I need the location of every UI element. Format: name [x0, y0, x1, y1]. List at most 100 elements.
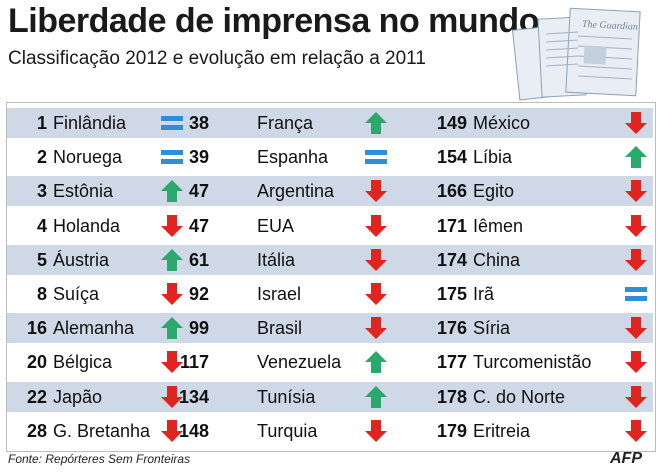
rank-number: 28 [26, 420, 47, 441]
arrow-down-icon [623, 246, 649, 274]
arrow-down-icon [623, 348, 649, 376]
country-name: Alemanha [53, 318, 135, 339]
rank-number: 134 [178, 386, 209, 407]
arrow-up-icon [363, 109, 389, 137]
rank-number: 47 [188, 181, 209, 202]
rank-number: 174 [436, 249, 467, 270]
country-name: Egito [473, 181, 515, 202]
source-note: Fonte: Repórteres Sem Fronteiras [8, 452, 191, 466]
arrow-up-icon [159, 314, 185, 342]
country-name: Argentina [257, 181, 335, 202]
country-name: Turcomenistão [473, 352, 592, 373]
table-row: 1 Finlândia 38 França 149 México [7, 108, 653, 138]
newspaper-masthead: The Guardian [582, 19, 639, 33]
country-name: Tunísia [257, 386, 316, 407]
arrow-down-icon [159, 417, 185, 445]
rank-number: 2 [36, 147, 47, 168]
country-name: G. Bretanha [53, 420, 151, 441]
country-name: Eritreia [473, 420, 531, 441]
rank-number: 99 [188, 318, 209, 339]
country-name: Venezuela [257, 352, 342, 373]
country-name: Líbia [473, 147, 513, 168]
table-row: 2 Noruega 39 Espanha 154 Líbia [7, 142, 653, 172]
rank-number: 166 [436, 181, 467, 202]
rank-number: 92 [188, 284, 209, 304]
table-row: 28 G. Bretanha 148 Turquia 179 Eritreia [7, 416, 653, 446]
rank-number: 148 [178, 420, 209, 441]
country-name: Iêmen [473, 215, 524, 236]
table-row: 3 Estônia 47 Argentina 166 Egito [7, 176, 653, 207]
equal-icon [363, 143, 389, 171]
rank-number: 38 [188, 113, 209, 133]
arrow-up-icon [159, 177, 185, 205]
country-name: França [257, 113, 314, 133]
rank-number: 171 [436, 215, 467, 236]
arrow-down-icon [363, 177, 389, 205]
rank-number: 47 [188, 215, 209, 236]
arrow-down-icon [623, 177, 649, 205]
country-name: Irã [473, 284, 495, 304]
page-subtitle: Classificação 2012 e evolução em relação… [8, 48, 426, 69]
arrow-down-icon [159, 280, 185, 308]
rank-number: 154 [436, 147, 467, 168]
arrow-down-icon [159, 212, 185, 240]
equal-icon [159, 109, 185, 137]
country-name: EUA [257, 215, 295, 236]
arrow-down-icon [363, 212, 389, 240]
rank-number: 117 [179, 352, 209, 373]
rank-number: 175 [436, 284, 467, 304]
table-row: 16 Alemanha 99 Brasil 176 Síria [7, 313, 653, 344]
rank-number: 179 [436, 420, 467, 441]
arrow-down-icon [623, 417, 649, 445]
country-name: C. do Norte [473, 386, 566, 407]
rank-number: 177 [436, 352, 467, 373]
country-name: Estônia [53, 181, 114, 202]
table-row: 4 Holanda 47 EUA 171 Iêmen [7, 211, 653, 241]
arrow-down-icon [623, 383, 649, 411]
arrow-up-icon [623, 143, 649, 171]
newspapers-illustration: The Guardian [512, 7, 641, 101]
country-name: Síria [473, 318, 511, 339]
country-name: Israel [257, 284, 302, 304]
arrow-down-icon [159, 348, 185, 376]
rank-number: 20 [26, 352, 47, 373]
rank-number: 5 [36, 249, 47, 270]
arrow-up-icon [159, 246, 185, 274]
rank-number: 22 [26, 386, 47, 407]
page-title: Liberdade de imprensa no mundo [8, 2, 539, 40]
arrow-down-icon [623, 212, 649, 240]
country-name: Japão [53, 386, 103, 407]
rank-number: 8 [36, 284, 47, 304]
rank-number: 16 [26, 318, 47, 339]
country-name: México [473, 113, 531, 133]
country-name: China [473, 249, 521, 270]
rank-number: 178 [436, 386, 467, 407]
country-name: Suíça [53, 284, 100, 304]
arrow-down-icon [623, 314, 649, 342]
rank-number: 61 [188, 249, 209, 270]
rank-number: 39 [188, 147, 209, 168]
rank-number: 1 [36, 113, 47, 133]
country-name: Finlândia [53, 113, 127, 133]
rank-number: 176 [436, 318, 467, 339]
arrow-up-icon [363, 348, 389, 376]
arrow-down-icon [363, 246, 389, 274]
arrow-down-icon [363, 280, 389, 308]
arrow-up-icon [363, 383, 389, 411]
table-row: 22 Japão 134 Tunísia 178 C. do Norte [7, 381, 653, 412]
table-row: 8 Suíça 92 Israel 175 Irã [7, 279, 653, 309]
country-name: Holanda [53, 215, 121, 236]
country-name: Turquia [257, 420, 318, 441]
table-row: 20 Bélgica 117 Venezuela 177 Turcomenistão [7, 347, 653, 377]
equal-icon [623, 280, 649, 308]
arrow-down-icon [623, 109, 649, 137]
country-name: Áustria [53, 249, 110, 270]
rank-number: 4 [36, 215, 47, 236]
country-name: Brasil [257, 318, 303, 339]
arrow-down-icon [159, 383, 185, 411]
table-row: 5 Áustria 61 Itália 174 China [7, 244, 653, 275]
rank-number: 149 [436, 113, 467, 133]
country-name: Itália [257, 249, 296, 270]
afp-logo: AFP [610, 450, 642, 467]
arrow-down-icon [363, 314, 389, 342]
